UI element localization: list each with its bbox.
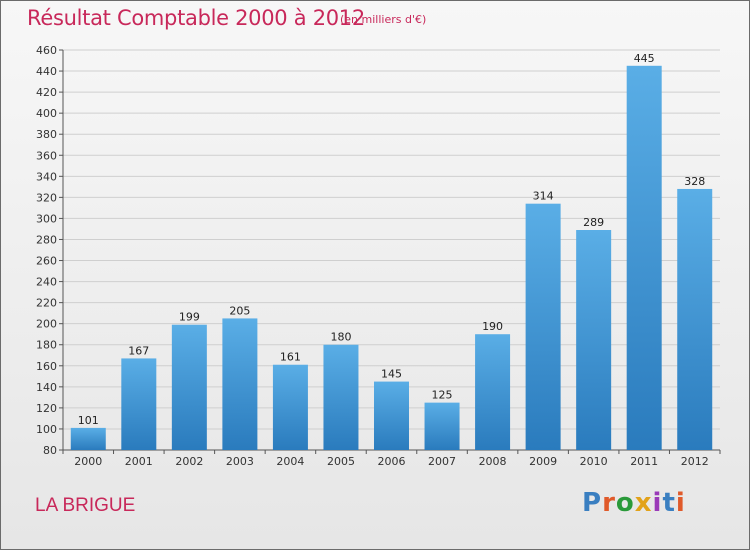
x-tick-label: 2012 [681,455,709,468]
value-label: 180 [330,331,351,344]
y-tick-label: 140 [36,381,57,394]
y-tick-label: 320 [36,191,57,204]
value-label: 199 [179,311,200,324]
bar [121,358,157,450]
x-tick-label: 2010 [580,455,608,468]
bar [272,364,308,450]
x-tick-label: 2006 [378,455,406,468]
bar [171,324,207,450]
bar [576,230,612,450]
value-label: 205 [229,304,250,317]
value-label: 101 [78,414,99,427]
x-tick-label: 2009 [529,455,557,468]
chart-subtitle: (en milliers d'€) [340,13,427,26]
x-tick-label: 2008 [479,455,507,468]
chart-title: Résultat Comptable 2000 à 2012 [27,6,365,30]
x-tick-label: 2000 [74,455,102,468]
logo-letter: o [615,488,635,518]
y-tick-label: 420 [36,86,57,99]
y-tick-label: 180 [36,339,57,352]
value-label: 145 [381,368,402,381]
y-tick-label: 360 [36,149,57,162]
y-tick-label: 220 [36,297,57,310]
bar [222,318,258,450]
bar [70,427,106,450]
logo-letter: x [634,488,653,518]
y-tick-label: 300 [36,212,57,225]
x-tick-label: 2007 [428,455,456,468]
bars [70,65,713,450]
bar [525,203,561,450]
y-tick-label: 80 [43,444,57,457]
value-label: 445 [634,52,655,65]
y-tick-label: 380 [36,128,57,141]
y-tick-label: 400 [36,107,57,120]
y-tick-label: 440 [36,65,57,78]
labels: 101 167 199 205 161 180 145 125 190 314 289 445 328 [78,52,705,427]
x-tick-label: 2001 [125,455,153,468]
logo-letter: i [652,488,663,518]
y-tick-label: 100 [36,423,57,436]
town-name: LA BRIGUE [35,495,136,516]
bar [626,65,662,450]
x-tick-label: 2011 [630,455,658,468]
y-tick-label: 160 [36,360,57,373]
bar [677,188,713,450]
value-label: 125 [432,389,453,402]
value-label: 190 [482,320,503,333]
y-tick-label: 240 [36,276,57,289]
y-tick-label: 200 [36,318,57,331]
y-tick-label: 280 [36,233,57,246]
bar [374,381,409,450]
value-label: 289 [583,216,604,229]
x-tick-label: 2003 [226,455,254,468]
logo-letter: i [675,488,686,518]
logo-letter: r [602,488,616,518]
value-label: 328 [684,175,705,188]
y-tick-label: 460 [36,44,57,57]
value-label: 161 [280,351,301,364]
bar [323,344,359,450]
logo-letter: P [582,488,603,518]
x-tick-label: 2002 [175,455,203,468]
bar [475,334,511,450]
y-tick-label: 260 [36,255,57,268]
y-tick-label: 340 [36,170,57,183]
proxiti-logo[interactable]: Proxiti [582,488,686,518]
x-tick-label: 2004 [276,455,304,468]
value-label: 314 [533,190,554,203]
bar [424,402,460,450]
logo-letter: t [662,488,676,518]
y-tick-label: 120 [36,402,57,415]
x-tick-label: 2005 [327,455,355,468]
value-label: 167 [128,344,149,357]
